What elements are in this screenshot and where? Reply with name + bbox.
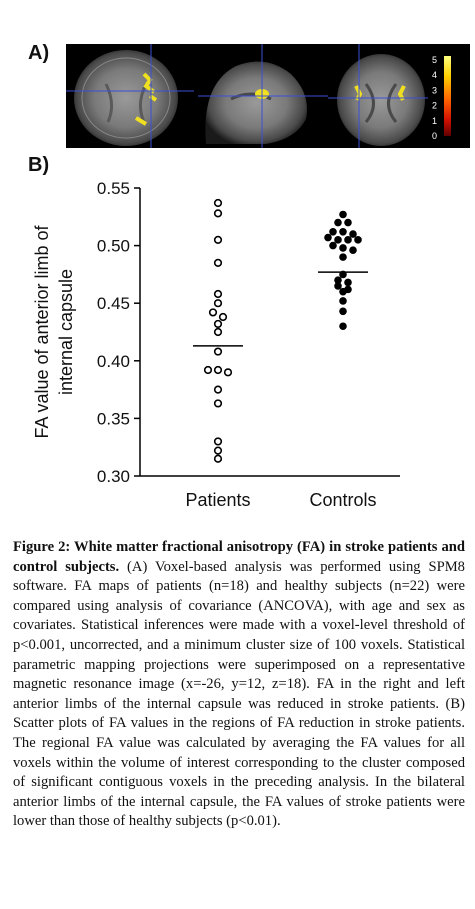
patients-data-point xyxy=(213,327,223,337)
chart-axes: 0.30 0.35 0.40 0.45 0.50 0.55 Patients Controls xyxy=(97,179,400,510)
patients-data-point xyxy=(213,454,223,463)
x-category-label: Patients xyxy=(185,490,250,510)
patients-data-point xyxy=(213,258,223,267)
patients-data-point xyxy=(213,235,223,244)
scatter-chart: 0.30 0.35 0.40 0.45 0.50 0.55 Patients Controls… xyxy=(32,179,400,510)
controls-data-point xyxy=(334,282,342,290)
patients-data-point xyxy=(213,385,223,394)
patients-data-point xyxy=(213,319,223,329)
patients-data-point xyxy=(213,299,223,308)
controls-data-point xyxy=(339,297,347,305)
controls-data-point xyxy=(344,236,352,244)
y-tick-label: 0.40 xyxy=(97,352,130,371)
patients-data-point xyxy=(213,209,223,218)
colorbar: 5 4 3 2 1 0 xyxy=(432,55,451,141)
chart-marks xyxy=(193,198,368,463)
patients-data-point xyxy=(213,437,223,446)
controls-data-point xyxy=(354,236,362,244)
controls-data-point xyxy=(334,218,342,227)
panel-b-label: B) xyxy=(28,154,50,176)
patients-data-point xyxy=(213,198,223,208)
figure-caption: Figure 2: White matter fractional anisot… xyxy=(13,538,465,832)
y-tick-label: 0.35 xyxy=(97,409,130,428)
colorbar-tick-label: 3 xyxy=(432,85,437,95)
controls-data-point xyxy=(339,322,347,331)
controls-data-point xyxy=(329,241,337,250)
patients-data-point xyxy=(213,446,223,455)
brain-mri-strip: 5 4 3 2 1 0 xyxy=(66,44,470,148)
patients-data-point xyxy=(208,308,218,317)
colorbar-tick-label: 1 xyxy=(432,116,437,126)
patients-data-point xyxy=(203,365,213,375)
patients-data-point xyxy=(213,289,223,299)
axial-slice xyxy=(66,44,194,148)
controls-data-point xyxy=(334,276,342,284)
y-tick-label: 0.50 xyxy=(97,237,130,256)
panel-a-label: A) xyxy=(28,42,50,64)
controls-data-point xyxy=(339,287,347,296)
controls-data-point xyxy=(339,307,347,316)
sagittal-slice xyxy=(198,44,328,148)
controls-data-point xyxy=(344,218,352,227)
controls-data-point xyxy=(344,278,352,287)
controls-data-point xyxy=(349,230,357,238)
controls-data-point xyxy=(349,246,357,255)
colorbar-tick-label: 2 xyxy=(432,101,437,111)
coronal-slice xyxy=(328,44,428,148)
y-axis-label-line: internal capsule xyxy=(56,269,76,395)
y-tick-label: 0.55 xyxy=(97,179,130,198)
patients-data-point xyxy=(213,365,223,375)
controls-data-point xyxy=(339,244,347,252)
caption-title: Figure 2: White matter fractional anisot… xyxy=(13,539,465,575)
patients-data-point xyxy=(223,368,233,377)
controls-data-point xyxy=(334,236,342,244)
controls-data-point xyxy=(339,227,347,236)
caption-body: (A) Voxel-based analysis was performed u… xyxy=(13,558,465,830)
controls-data-point xyxy=(324,233,332,242)
controls-data-point xyxy=(339,210,347,219)
y-tick-label: 0.30 xyxy=(97,467,130,486)
x-category-label: Controls xyxy=(309,490,376,510)
patients-data-point xyxy=(213,399,223,408)
y-tick-label: 0.45 xyxy=(97,294,130,313)
patients-data-point xyxy=(213,347,223,356)
colorbar-tick-label: 5 xyxy=(432,55,437,65)
colorbar-tick-label: 0 xyxy=(432,131,437,141)
controls-data-point xyxy=(339,253,347,261)
colorbar-tick-label: 4 xyxy=(432,70,437,80)
patients-data-point xyxy=(218,312,228,322)
y-axis-label-line: FA value of anterior limb of xyxy=(32,224,52,438)
controls-data-point xyxy=(329,227,337,236)
y-axis-label: FA value of anterior limb of internal cap… xyxy=(32,224,76,438)
